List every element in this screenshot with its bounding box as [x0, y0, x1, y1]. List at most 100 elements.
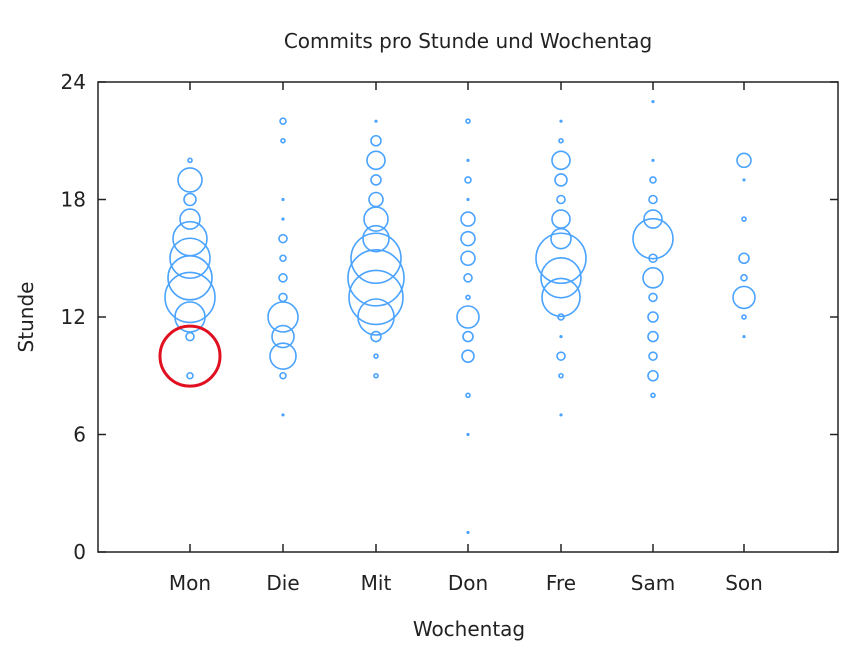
bubble-point [278, 273, 288, 283]
bubble-point [465, 392, 471, 399]
bubble-point [648, 253, 658, 264]
bubble-point [463, 273, 473, 283]
bubble-point [551, 150, 571, 171]
bubble-point [551, 209, 571, 229]
bubble-point [550, 227, 572, 250]
bubble-point [366, 150, 386, 171]
bubble-point [647, 311, 659, 323]
y-tick-label: 0 [73, 540, 86, 564]
bubble-point [559, 334, 563, 339]
x-axis: Mon Die Mit Don Fre Sam Son [169, 82, 763, 595]
bubble-point [554, 173, 568, 187]
bubble-point [279, 371, 287, 380]
bubble-point [167, 255, 213, 301]
y-tick-label: 24 [61, 70, 86, 94]
bubble-point [556, 194, 566, 205]
y-axis: 0 6 12 18 24 [61, 70, 838, 564]
bubble-point [460, 211, 476, 227]
bubble-point [651, 158, 655, 162]
bubble-point [462, 330, 474, 343]
x-tick-label: Son [725, 571, 763, 595]
bubble-point [465, 118, 471, 124]
y-tick-label: 18 [61, 188, 86, 212]
bubble-point [647, 369, 659, 382]
bubble-point [183, 192, 197, 207]
x-tick-label: Mon [169, 571, 211, 595]
bubble-point [187, 157, 193, 164]
bubble-point [643, 209, 663, 229]
bubble-series [164, 99, 756, 535]
bubble-point [466, 432, 470, 437]
bubble-point [267, 301, 299, 333]
y-axis-label: Stunde [14, 282, 38, 353]
bubble-point [280, 137, 286, 144]
bubble-point [464, 176, 472, 184]
bubble-point [350, 232, 402, 285]
x-tick-label: Don [448, 571, 488, 595]
bubble-point [460, 230, 476, 247]
bubble-point [370, 174, 382, 186]
bubble-point [556, 351, 566, 361]
bubble-point [558, 137, 564, 144]
bubble-point [647, 330, 659, 343]
x-tick-label: Fre [546, 571, 576, 595]
annotation-layer [158, 324, 222, 388]
bubble-point [558, 372, 564, 379]
bubble-point [185, 331, 195, 342]
bubble-point [281, 413, 285, 417]
x-axis-label: Wochentag [413, 617, 525, 641]
bubble-point [169, 237, 211, 280]
bubble-point [742, 178, 746, 182]
bubble-point [461, 349, 475, 363]
y-tick-label: 6 [73, 423, 86, 447]
bubble-point [281, 197, 285, 202]
bubble-point [373, 372, 379, 379]
bubble-point [741, 216, 747, 222]
bubble-point [456, 305, 480, 329]
bubble-point [362, 224, 390, 253]
bubble-point [540, 257, 582, 299]
bubble-point [279, 117, 287, 125]
bubble-point [374, 119, 378, 123]
bubble-point [632, 217, 674, 260]
bubble-point [357, 298, 395, 336]
bubble-point [363, 206, 389, 232]
x-tick-label: Die [266, 571, 299, 595]
bubble-point [368, 191, 384, 208]
bubble-point [164, 271, 216, 324]
bubble-point [370, 134, 382, 147]
bubble-point [460, 250, 476, 267]
bubble-point [559, 413, 563, 417]
bubble-point [650, 392, 656, 399]
bubble-point [269, 342, 297, 370]
highlight-circle [158, 324, 222, 388]
bubble-point [281, 217, 285, 221]
bubble-point [732, 285, 756, 310]
bubble-point [466, 197, 470, 202]
bubble-point [370, 330, 382, 343]
bubble-point [186, 371, 194, 380]
bubble-point [466, 530, 470, 535]
x-tick-label: Sam [631, 571, 675, 595]
bubble-point [648, 194, 658, 205]
bubble-point [278, 233, 288, 244]
bubble-point [648, 351, 658, 361]
bubble-point [465, 294, 471, 301]
bubble-point [648, 292, 658, 303]
plot-frame [97, 81, 839, 553]
bubble-point [179, 208, 201, 230]
bubble-point [741, 314, 747, 320]
chart-title: Commits pro Stunde und Wochentag [284, 29, 652, 53]
x-tick-label: Mit [361, 571, 392, 595]
bubble-point [738, 252, 750, 265]
bubble-point [649, 176, 657, 184]
bubble-point [541, 277, 581, 318]
bubble-point [279, 254, 287, 263]
bubble-point [535, 232, 587, 285]
bubble-point [347, 249, 405, 307]
bubble-point [651, 99, 655, 104]
bubble-point [373, 353, 379, 359]
bubble-point [466, 158, 470, 162]
